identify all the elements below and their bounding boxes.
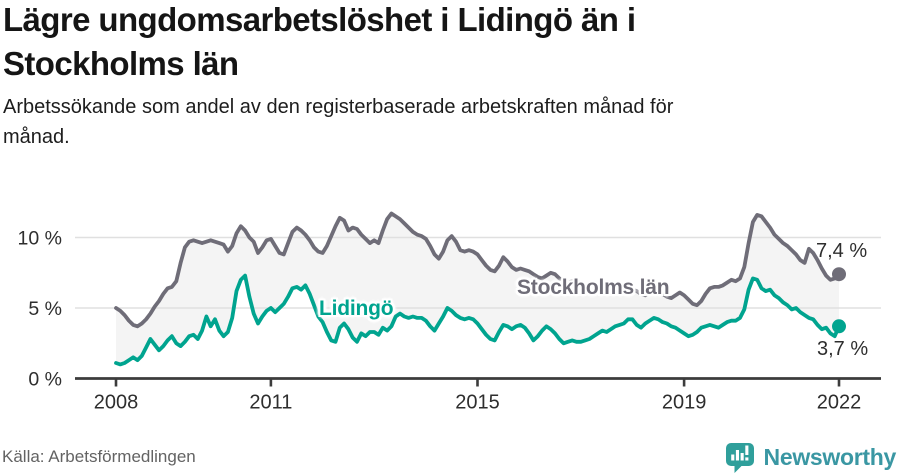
series-label-stockholms-lan: Stockholms län — [517, 276, 670, 299]
x-tick-label-2008: 2008 — [94, 392, 139, 414]
chart-title: Lägre ungdomsarbetslöshet i Lidingö än i… — [3, 1, 636, 82]
x-tick-label-2022: 2022 — [817, 392, 862, 414]
newsworthy-brand: Newsworthy — [725, 442, 897, 473]
x-tick-label-2019: 2019 — [662, 392, 707, 414]
y-tick-label-5: 5 % — [28, 298, 62, 320]
end-dot-liding — [832, 319, 846, 334]
end-value-stockholms-lan: 7,4 % — [816, 240, 868, 262]
y-tick-label-0: 0 % — [28, 369, 62, 391]
end-value-lidingo: 3,7 % — [817, 338, 869, 360]
line-liding — [114, 273, 841, 367]
chart-subtitle: Arbetssökande som andel av den registerb… — [3, 96, 674, 148]
x-tick-label-2015: 2015 — [455, 392, 500, 414]
source-note: Källa: Arbetsförmedlingen — [2, 447, 196, 466]
fill-between-area — [116, 213, 839, 365]
series-label-lidingo: Lidingö — [319, 297, 394, 320]
end-dot-stockholms-l-n — [832, 267, 846, 282]
y-tick-label-10: 10 % — [18, 228, 62, 250]
newsworthy-logo-icon — [725, 443, 754, 473]
newsworthy-wordmark: Newsworthy — [763, 444, 897, 470]
line-chart-svg: 0 % 5 % 10 % 2008 2011 2015 2019 2022 — [18, 211, 881, 414]
line-stockholms-l-n — [114, 211, 841, 329]
x-tick-label-2011: 2011 — [249, 392, 292, 414]
chart-area: 0 % 5 % 10 % 2008 2011 2015 2019 2022 Stockholm… — [0, 188, 900, 430]
